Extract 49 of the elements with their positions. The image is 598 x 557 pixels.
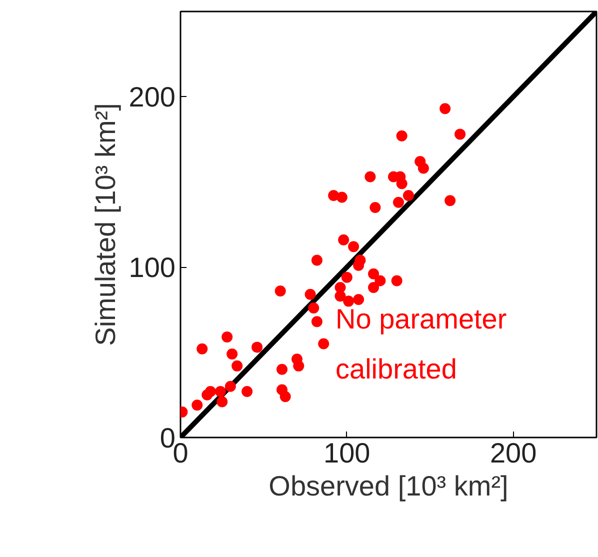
y-axis-title: Simulated [10³ km²]: [90, 103, 121, 346]
point: [334, 290, 346, 302]
point: [242, 386, 253, 397]
point: [454, 128, 466, 140]
point: [216, 396, 228, 408]
y-tick-label: 200: [128, 82, 176, 113]
x-axis-title: Observed [10³ km²]: [268, 470, 508, 502]
point: [214, 386, 226, 397]
point: [391, 275, 402, 286]
point: [396, 130, 408, 142]
point: [293, 360, 304, 372]
point: [336, 192, 348, 203]
point: [392, 196, 404, 208]
point: [444, 195, 456, 206]
point: [402, 190, 414, 202]
point: [368, 268, 380, 280]
point: [348, 241, 360, 252]
point: [418, 162, 429, 174]
point: [226, 348, 238, 360]
point: [311, 254, 322, 266]
point: [222, 331, 233, 342]
point: [341, 272, 352, 283]
point: [318, 338, 330, 350]
x-tick-label: 200: [490, 438, 537, 468]
point: [280, 391, 291, 402]
annotation: No parameter calibrated: [336, 304, 507, 384]
point: [396, 178, 408, 190]
point: [353, 260, 364, 271]
point: [311, 316, 322, 328]
point: [364, 171, 376, 182]
y-tick-label: 100: [128, 252, 176, 284]
point: [440, 103, 451, 114]
point: [232, 360, 243, 372]
point: [192, 400, 203, 411]
point: [274, 285, 286, 296]
point: [353, 294, 364, 305]
point: [374, 275, 386, 286]
point: [370, 202, 381, 213]
point: [204, 386, 216, 397]
x-tick-label: 100: [324, 438, 370, 468]
point: [308, 302, 320, 314]
point: [252, 342, 263, 353]
point: [304, 288, 316, 300]
point: [338, 234, 350, 246]
point: [276, 364, 288, 375]
point: [224, 380, 236, 392]
point: [368, 282, 380, 294]
point: [196, 343, 208, 354]
point: [343, 296, 354, 307]
